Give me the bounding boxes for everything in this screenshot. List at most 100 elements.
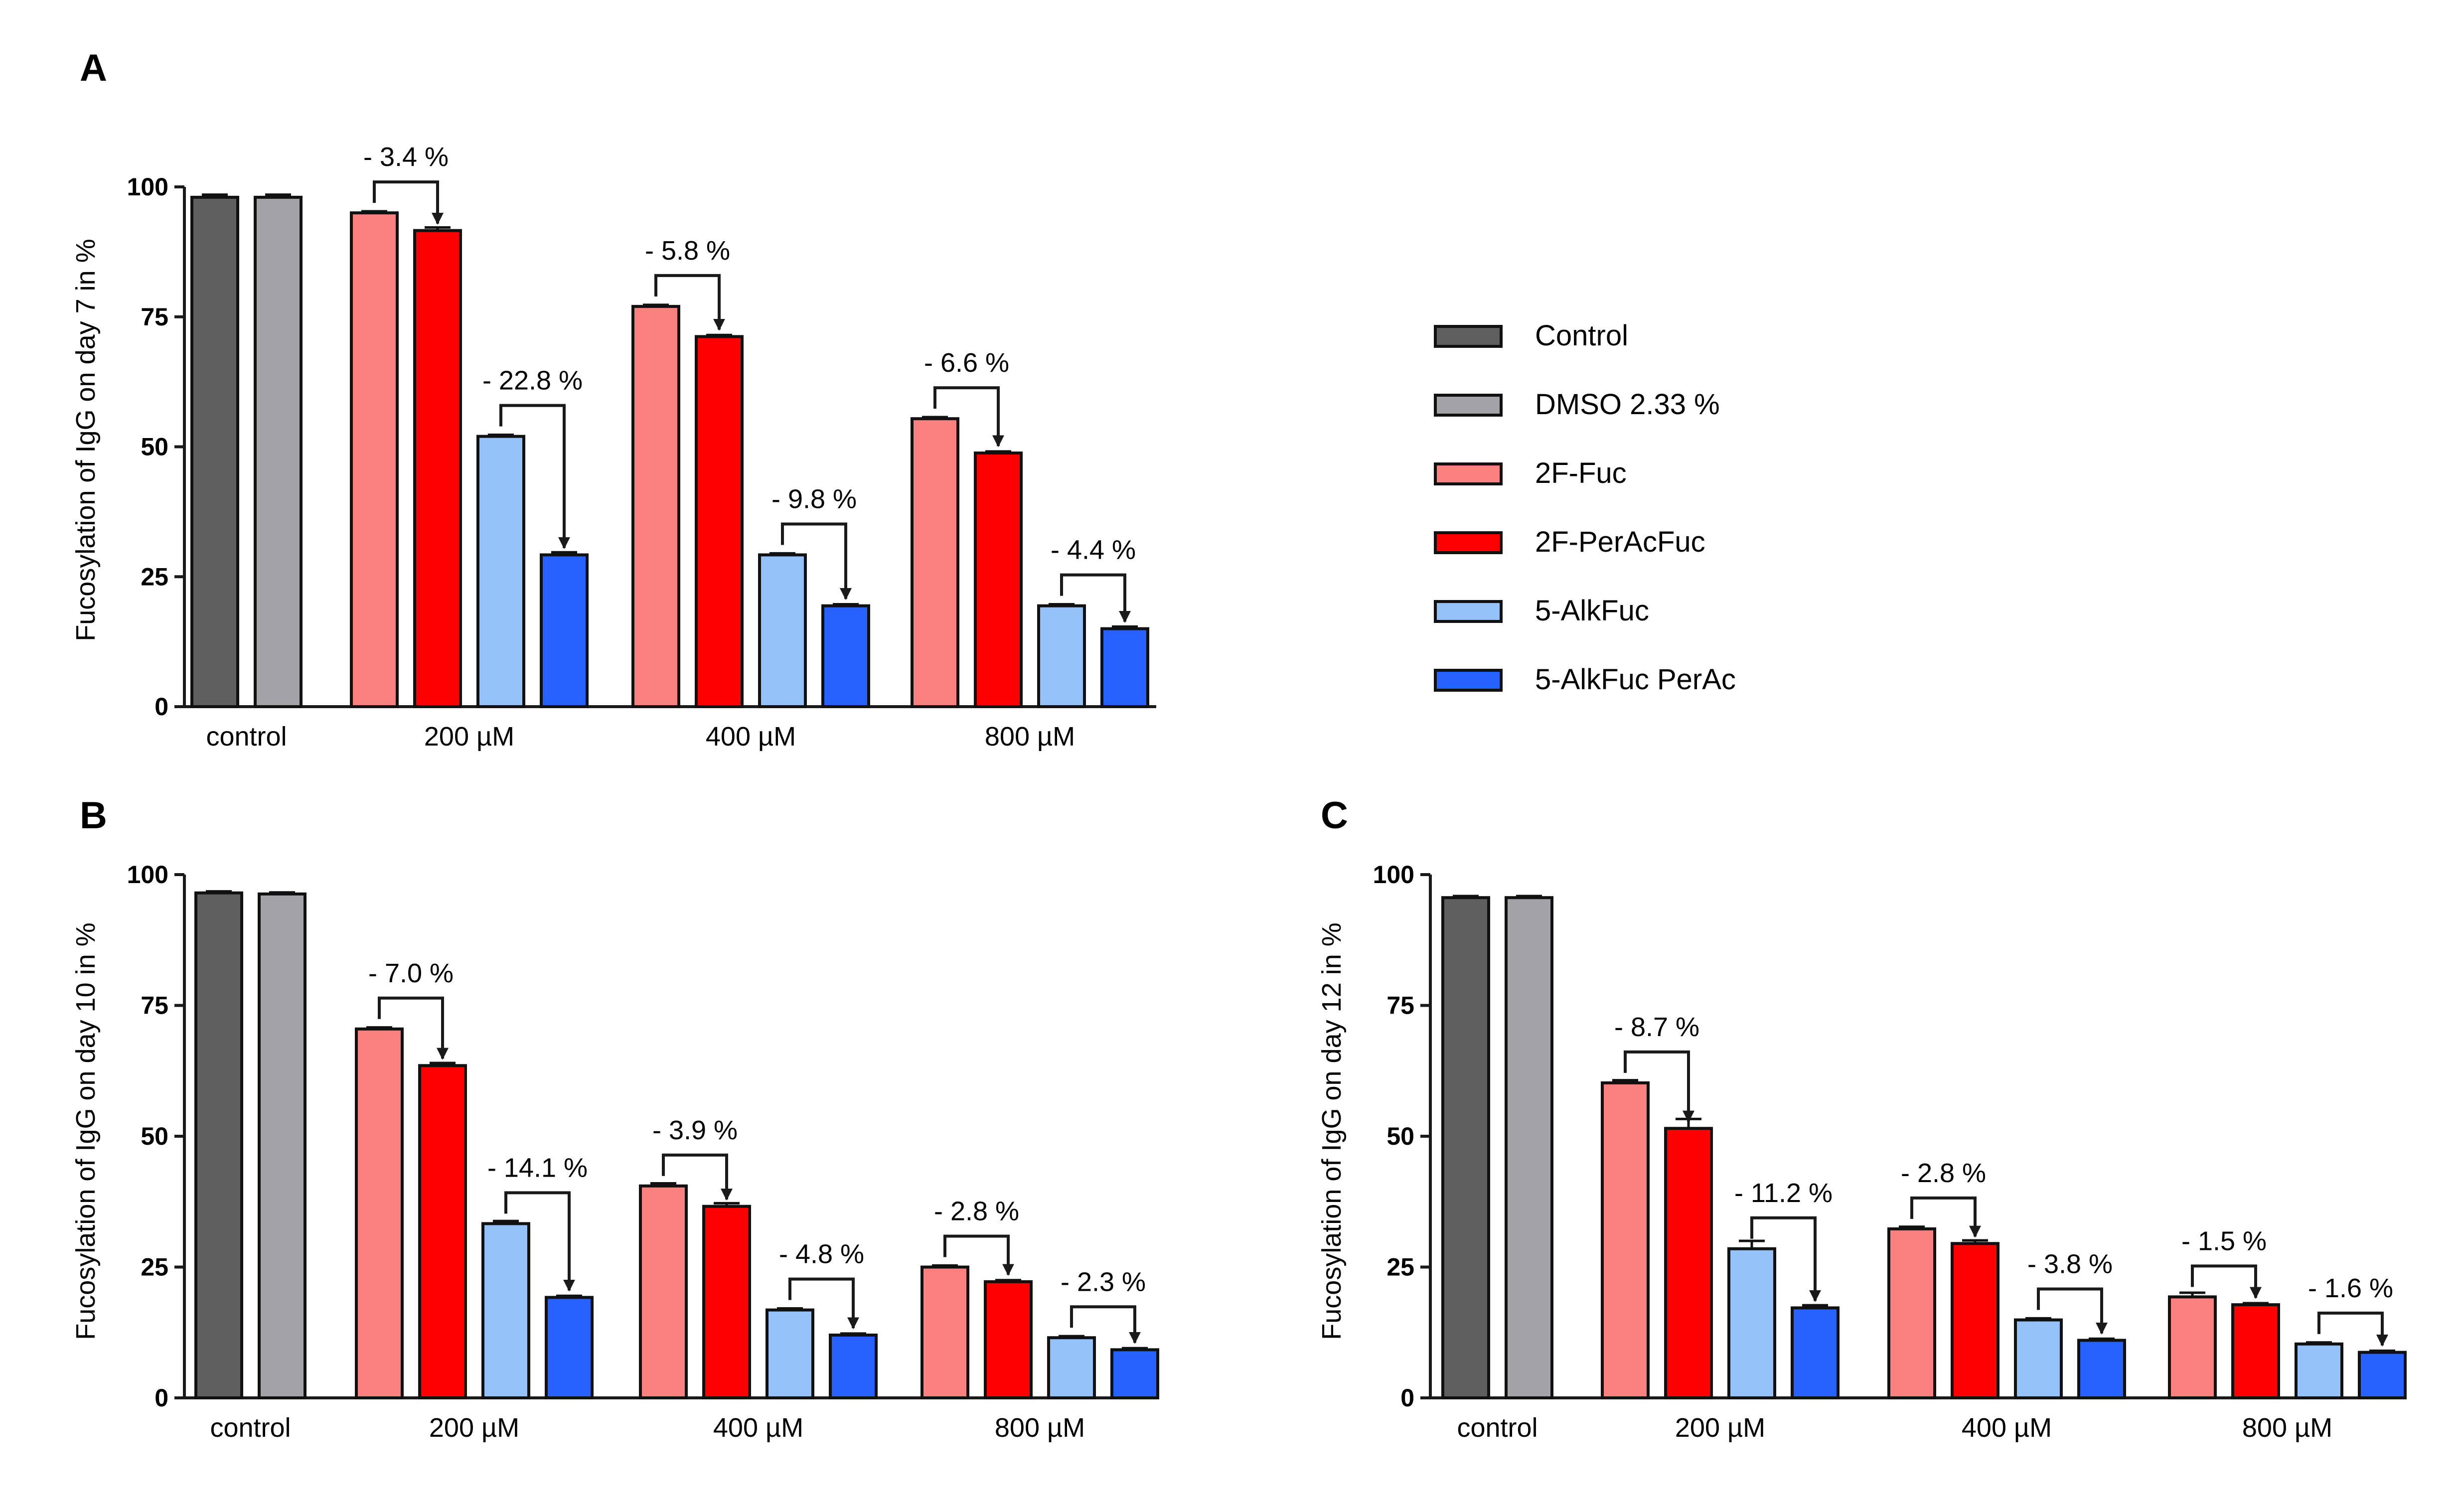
y-tick-label: 75 (141, 992, 168, 1020)
bar (766, 1308, 814, 1400)
y-tick-label: 0 (154, 693, 168, 721)
legend-label: 5-AlkFuc PerAc (1535, 663, 1736, 696)
panel-label: C (1321, 794, 1348, 837)
bar (974, 452, 1023, 708)
bar (2014, 1318, 2063, 1400)
annotation-bracket (662, 1153, 733, 1201)
y-axis-label: Fucosylation of IgG on day 10 in % (71, 922, 101, 1340)
legend: Control DMSO 2.33 % 2F-Fuc 2F-PerAcFuc 5-Alk… (1434, 319, 1736, 696)
legend-label: DMSO 2.33 % (1535, 388, 1720, 421)
legend-swatch (1434, 394, 1503, 417)
bar (1100, 627, 1149, 709)
y-tick-label: 0 (1400, 1384, 1414, 1412)
y-axis-label: Fucosylation of IgG on day 12 in % (1317, 922, 1347, 1340)
legend-label: 5-AlkFuc (1535, 595, 1649, 627)
annotation-bracket (2037, 1287, 2108, 1335)
y-tick-label: 100 (1373, 861, 1414, 889)
bar (2358, 1351, 2407, 1399)
y-tick-label: 50 (1386, 1122, 1414, 1150)
annotation-label: - 4.4 % (1051, 535, 1136, 565)
x-tick-label: control (210, 1413, 291, 1443)
annotation-bracket (504, 1191, 575, 1292)
bar (258, 892, 307, 1399)
x-tick-label: 400 µM (706, 722, 796, 752)
legend-label: 2F-PerAcFuc (1535, 526, 1705, 558)
x-tick-label: 200 µM (1675, 1413, 1765, 1443)
annotation-label: - 2.8 % (1901, 1158, 1986, 1188)
bar (540, 553, 589, 708)
annotation-label: - 2.3 % (1061, 1267, 1146, 1297)
bar (1110, 1348, 1159, 1399)
bar (350, 211, 399, 708)
y-tick-label: 75 (1386, 992, 1414, 1020)
bar (413, 229, 462, 708)
chart-panel-c: C Fucosylation of IgG on day 12 in % 0 25… (1317, 794, 2407, 1443)
annotation-bracket (1910, 1196, 1981, 1238)
bar (821, 604, 870, 708)
panel-label: A (80, 47, 107, 89)
annotation-bracket (2191, 1264, 2262, 1299)
bar (2231, 1303, 2280, 1400)
y-tick-label: 50 (141, 433, 168, 461)
annotation-label: - 7.0 % (368, 958, 454, 988)
legend-swatch (1434, 531, 1503, 554)
x-tick-label: 200 µM (429, 1413, 519, 1443)
annotation-label: - 4.8 % (779, 1239, 864, 1269)
annotation-label: - 3.4 % (363, 142, 449, 172)
y-tick-label: 50 (141, 1122, 168, 1150)
annotation-label: - 2.8 % (934, 1197, 1019, 1226)
bar (1887, 1227, 1936, 1400)
bar (1601, 1081, 1650, 1399)
bar (695, 335, 744, 708)
bar (418, 1064, 467, 1399)
bar (1664, 1127, 1713, 1399)
annotation-label: - 3.8 % (2027, 1249, 2113, 1279)
bar (476, 435, 525, 708)
legend-swatch (1434, 462, 1503, 485)
x-tick-label: 200 µM (424, 722, 514, 752)
y-tick-label: 0 (154, 1384, 168, 1412)
annotation-bracket (499, 404, 570, 549)
y-tick-label: 100 (127, 861, 168, 889)
bar (190, 195, 239, 708)
annotation-bracket (943, 1234, 1014, 1276)
bar (1047, 1336, 1096, 1399)
bar (639, 1184, 688, 1399)
annotation-label: - 22.8 % (482, 366, 583, 396)
annotation-bracket (781, 522, 852, 601)
chart-panel-a: A Fucosylation of IgG on day 7 in % 0 25 5… (71, 47, 1156, 752)
legend-swatch (1434, 669, 1503, 692)
bar (1441, 896, 1490, 1399)
annotation-label: - 8.7 % (1614, 1012, 1699, 1042)
annotation-label: - 14.1 % (487, 1153, 588, 1183)
annotation-label: - 3.9 % (652, 1115, 738, 1145)
bar (631, 304, 680, 708)
annotation-bracket (373, 180, 444, 225)
annotation-label: - 1.6 % (2308, 1273, 2393, 1303)
annotation-label: - 5.8 % (645, 236, 730, 266)
bar (545, 1296, 594, 1399)
annotation-bracket (1060, 573, 1131, 623)
legend-label: Control (1535, 319, 1628, 352)
bar (984, 1280, 1033, 1399)
bar (1037, 604, 1086, 708)
bar (1727, 1247, 1776, 1399)
bar (829, 1334, 878, 1399)
panel-label: B (80, 794, 107, 837)
x-tick-label: control (1457, 1413, 1537, 1443)
annotation-bracket (654, 274, 725, 331)
annotation-label: - 9.8 % (771, 484, 857, 514)
annotation-label: - 11.2 % (1734, 1178, 1833, 1208)
legend-swatch (1434, 600, 1503, 623)
x-tick-label: 800 µM (985, 722, 1075, 752)
x-tick-label: control (206, 722, 287, 752)
annotation-bracket (378, 996, 449, 1060)
bar (758, 553, 807, 708)
y-tick-label: 25 (141, 563, 168, 591)
bar (921, 1265, 969, 1399)
annotation-label: - 1.5 % (2181, 1226, 2267, 1256)
y-axis-label: Fucosylation of IgG on day 7 in % (71, 239, 101, 641)
bar (194, 891, 243, 1399)
x-tick-label: 400 µM (713, 1413, 803, 1443)
